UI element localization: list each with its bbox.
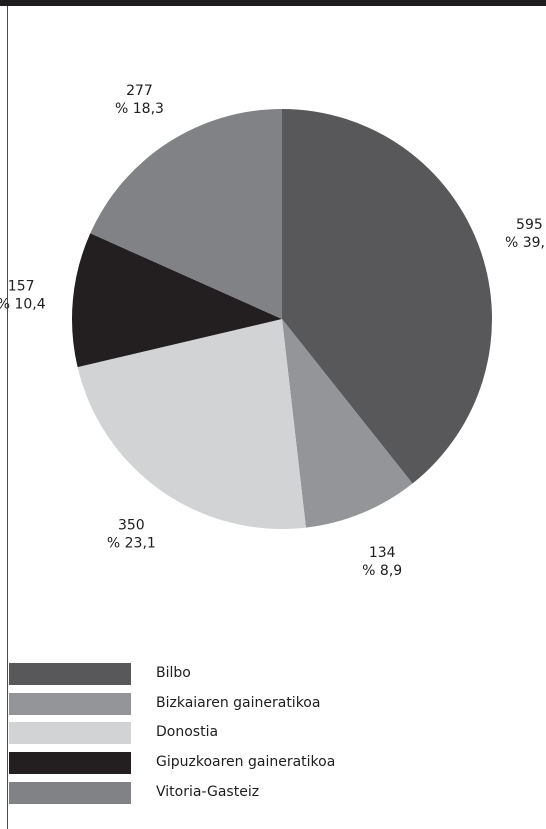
pie-slice-gipuzkoaren-gaineratikoa [72,233,283,368]
legend-label: Bizkaiaren gaineratikoa [156,694,321,711]
left-border [7,6,8,829]
legend-swatch [9,663,131,685]
pie-chart: 595 % 39,3 134 % 8,9 350 % 23,1 157 % 10,4 277 % … [0,83,546,579]
legend-item-gipuzkoaren-gaineratikoa: Gipuzkoaren gaineratikoa [9,752,529,775]
data-label-percent-bilbo: % 39,3 [505,235,546,251]
data-label-percent-vitoria-gasteiz: % 18,3 [115,101,164,117]
legend-item-vitoria-gasteiz: Vitoria-Gasteiz [9,781,529,804]
data-label-percent-donostia: % 23,1 [107,535,156,551]
data-label-value-donostia: 350 [118,517,145,533]
legend-item-bilbo: Bilbo [9,663,529,685]
legend-swatch [9,692,131,715]
legend-swatch [9,752,131,775]
pie-slice-donostia [77,319,306,529]
legend-item-bizkaiaren-gaineratikoa: Bizkaiaren gaineratikoa [9,692,529,715]
legend-label: Vitoria-Gasteiz [156,783,260,800]
legend-label: Donostia [156,724,219,741]
pie-slice-bilbo [282,109,492,484]
pie-slice-vitoria-gasteiz [90,109,282,319]
data-label-value-bilbo: 595 [516,217,543,233]
legend-item-donostia: Donostia [9,722,529,745]
top-border [0,0,546,6]
legend-swatch [9,722,131,745]
data-label-value-bizkaiaren-gaineratikoa: 134 [369,545,396,561]
legend-label: Gipuzkoaren gaineratikoa [156,754,336,771]
pie-slice-bizkaiaren-gaineratikoa [282,319,413,528]
data-label-percent-gipuzkoaren-gaineratikoa: % 10,4 [0,296,46,312]
data-label-percent-bizkaiaren-gaineratikoa: % 8,9 [362,563,402,579]
data-label-value-gipuzkoaren-gaineratikoa: 157 [8,278,35,294]
legend-swatch [9,781,131,804]
legend: Bilbo Bizkaiaren gaineratikoa Donostia Gipu… [9,663,529,811]
legend-label: Bilbo [156,665,191,681]
data-label-value-vitoria-gasteiz: 277 [126,83,153,99]
